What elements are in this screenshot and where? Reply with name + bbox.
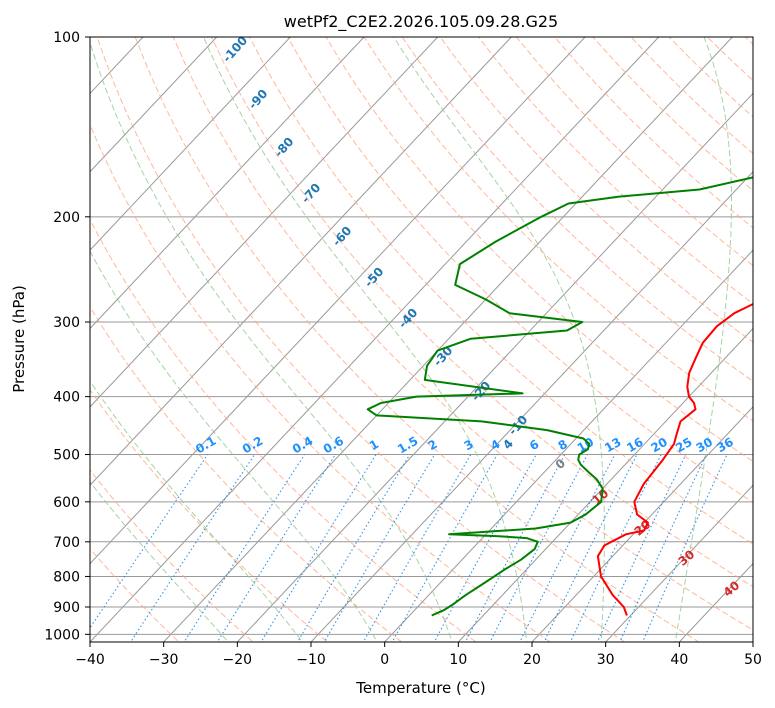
plot-frame	[89, 36, 754, 643]
dry-adiabat	[249, 37, 753, 545]
mixing-ratio-line	[569, 454, 662, 642]
y-tick-label: 400	[53, 390, 80, 406]
x-axis: −40 −30 −20 −10 0 10 20 30 40 50	[75, 642, 762, 668]
isotherm-line	[457, 327, 753, 642]
x-tick-label: −10	[296, 652, 326, 668]
dry-adiabat	[90, 388, 329, 642]
mixing-ratio-line	[260, 454, 377, 642]
isotherm-line	[90, 37, 218, 173]
isotherm-line	[384, 249, 753, 642]
isotherm-line	[605, 484, 753, 642]
chart-title: wetPf2_C2E2.2026.105.09.28.G25	[284, 12, 558, 32]
moist-adiabat	[90, 40, 453, 642]
y-tick-label: 900	[53, 600, 80, 616]
dry-adiabat	[211, 37, 753, 588]
y-tick-label: 800	[53, 569, 80, 585]
y-tick-label: 200	[53, 210, 80, 226]
gridlines	[90, 37, 753, 642]
mixing-ratio-line	[296, 454, 411, 642]
isotherm-line	[90, 37, 439, 408]
y-tick-label: 700	[53, 535, 80, 551]
moist-adiabat	[90, 380, 304, 642]
x-tick-label: 10	[449, 652, 467, 668]
dry-adiabat	[96, 37, 626, 642]
temperature-line	[596, 302, 753, 616]
mixing-ratio-line	[596, 454, 687, 642]
x-tick-label: 0	[380, 652, 389, 668]
isotherm-line	[310, 171, 753, 642]
moist-adiabat	[674, 37, 732, 642]
isotherm-line	[163, 37, 733, 642]
dry-adiabat	[401, 37, 753, 382]
y-tick-label: 300	[53, 315, 80, 331]
dry-adiabat	[90, 305, 403, 642]
dry-adiabat	[363, 37, 753, 422]
isotherm-line	[90, 37, 512, 486]
sounding-series	[366, 176, 753, 617]
isotherm-line	[90, 37, 586, 565]
moist-adiabat	[203, 37, 528, 642]
isotherm-line	[90, 37, 365, 330]
x-tick-label: 50	[744, 652, 762, 668]
mixing-ratio-line	[464, 454, 566, 642]
x-tick-label: −20	[223, 652, 253, 668]
dry-adiabat	[90, 218, 477, 642]
dry-adiabat	[172, 37, 753, 631]
x-tick-label: −40	[75, 652, 105, 668]
y-tick-label: 600	[53, 495, 80, 511]
x-axis-title: Temperature (°C)	[355, 679, 485, 697]
x-tick-label: 40	[670, 652, 688, 668]
mixing-ratio-line	[129, 454, 256, 642]
y-tick-label: 500	[53, 448, 80, 464]
y-tick-label: 1000	[44, 627, 80, 643]
moist-adiabat	[393, 37, 605, 642]
moist-adiabat	[90, 481, 229, 642]
x-tick-label: 30	[597, 652, 615, 668]
mixing-ratio-line	[216, 454, 336, 642]
dry-adiabat	[90, 469, 254, 642]
isotherm-line	[531, 406, 753, 642]
mixing-ratio-line	[489, 454, 588, 642]
mixing-ratio-line	[90, 454, 209, 629]
dry-adiabat	[134, 37, 700, 642]
isotherm-line	[236, 92, 753, 642]
dry-adiabat	[478, 37, 753, 305]
isotherm-line	[90, 37, 291, 251]
dewpoint-line	[366, 176, 753, 617]
dry-adiabat	[90, 123, 552, 642]
background-lines	[90, 37, 753, 642]
y-tick-label: 100	[53, 30, 80, 46]
x-tick-label: 20	[523, 652, 541, 668]
mixing-ratio-line	[323, 454, 436, 642]
y-axis-title: Pressure (hPa)	[10, 285, 28, 393]
x-tick-label: −30	[149, 652, 179, 668]
mixing-ratio-line	[183, 454, 306, 642]
y-axis: 100 200 300 400 500 600 700 800 900 1000	[44, 30, 90, 643]
moist-adiabat	[90, 250, 378, 642]
mixing-ratio-line	[433, 454, 537, 642]
